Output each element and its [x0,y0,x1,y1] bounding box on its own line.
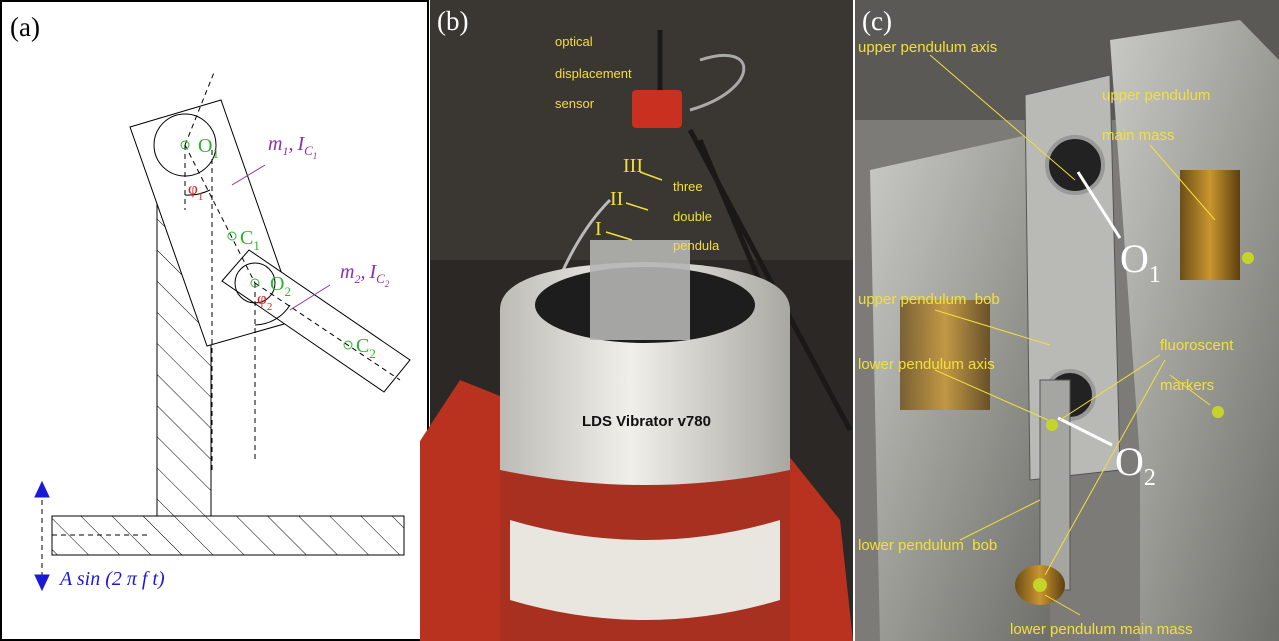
marker [1212,406,1224,418]
axis-sub: 1 [1149,262,1161,288]
figure: (a) O1 C1 O2 C2 φ1 φ2 m1,IC1 m2,IC2 A si… [0,0,1279,641]
annotation: displacement [555,66,632,81]
panel-c: (c) upper pendulum axis upper pendulum m… [855,0,1279,641]
sensor [632,90,682,128]
inertia-subsub: 2 [385,279,390,289]
point-sub: 1 [212,146,219,161]
annotation: three [673,179,703,194]
marker [1046,419,1058,431]
marker [1242,252,1254,264]
inertia-subsub: 1 [313,151,318,161]
marker [1033,578,1047,592]
point-sub: 2 [369,346,376,361]
separator: , [360,261,365,283]
annotation: pendula [673,238,720,253]
angle-sub: 1 [198,191,204,203]
pendulum-number: I [595,218,602,240]
point-name: O [270,273,284,295]
annotation: lower pendulum bob [858,537,997,554]
main-mass [1180,170,1240,280]
inertia-sub: C [304,143,313,158]
bearing [1047,137,1103,193]
pendulum-number: II [610,188,623,210]
vibrator-label: LDS Vibrator v780 [582,413,711,430]
bob-mass [900,300,990,410]
panel-b: (b) optical displacement sensor three do… [420,0,853,641]
point-name: O [198,135,212,157]
annotation: double [673,209,712,224]
axis-sub: 2 [1144,465,1156,491]
base [52,516,404,555]
annotation: fluoroscent [1160,337,1234,354]
pendulum-number: III [623,155,643,177]
annotation: lower pendulum axis [858,356,995,373]
separator: , [288,133,293,155]
annotation: upper pendulum axis [858,39,997,56]
inertia-sub: C [376,271,385,286]
axis-name: O [1120,236,1149,281]
annotation: upper pendulum bob [858,291,1000,308]
angle-name: φ [257,289,267,308]
annotation: upper pendulum [1102,87,1210,104]
excitation-label: A sin (2 π f t) [58,568,165,590]
panel-label: (c) [862,6,892,36]
annotation: sensor [555,96,595,111]
annotation: lower pendulum main mass [1010,621,1193,638]
mass: m [340,261,354,283]
pendula-rig [590,240,690,340]
mass: m [268,133,282,155]
annotation: optical [555,34,593,49]
panel-label: (a) [10,12,40,42]
annotation: main mass [1102,127,1175,144]
angle-sub: 2 [267,301,273,313]
annotation: markers [1160,377,1214,394]
panel-a: (a) O1 C1 O2 C2 φ1 φ2 m1,IC1 m2,IC2 A si… [1,1,428,640]
lower-pendulum [1040,380,1070,590]
angle-name: φ [188,179,198,198]
point-sub: 2 [284,284,291,299]
point-name: C [356,335,369,357]
point-sub: 1 [253,238,260,253]
photo-backdrop [430,0,853,260]
axis-name: O [1115,439,1144,484]
panel-label: (b) [437,6,468,36]
point-name: C [240,227,253,249]
